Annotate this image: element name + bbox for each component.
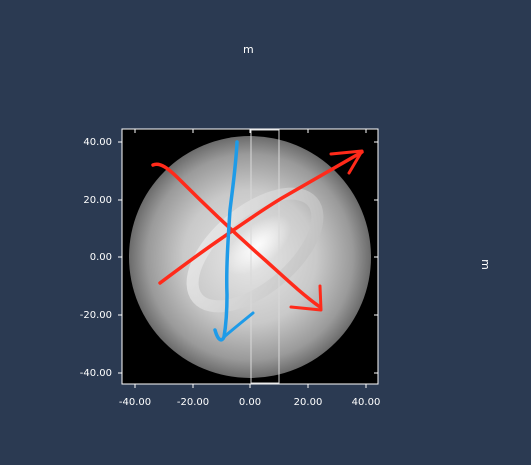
red-diagonal-arrow-2 <box>158 150 364 285</box>
x-axis-unit-label: m <box>243 43 254 56</box>
x-tick-label: 20.00 <box>293 397 323 408</box>
red-arrowhead-1 <box>289 284 323 312</box>
selection-box[interactable] <box>250 129 280 384</box>
x-tick-label: -20.00 <box>176 397 210 408</box>
inner-glow <box>224 215 292 275</box>
y-tick-label: 0.00 <box>89 252 112 263</box>
x-tick-label: 40.00 <box>351 397 381 408</box>
y-tick-label: -20.00 <box>79 310 112 321</box>
red-arrowhead-2 <box>329 149 364 175</box>
y-tick-label: 20.00 <box>83 195 112 206</box>
blue-hook-stroke <box>222 311 255 339</box>
blue-vertical-stroke <box>213 140 239 342</box>
x-tick-label: 0.00 <box>238 397 262 408</box>
y-tick-label: -40.00 <box>79 368 112 379</box>
x-tick-label: -40.00 <box>118 397 152 408</box>
y-tick-label: 40.00 <box>83 137 112 148</box>
